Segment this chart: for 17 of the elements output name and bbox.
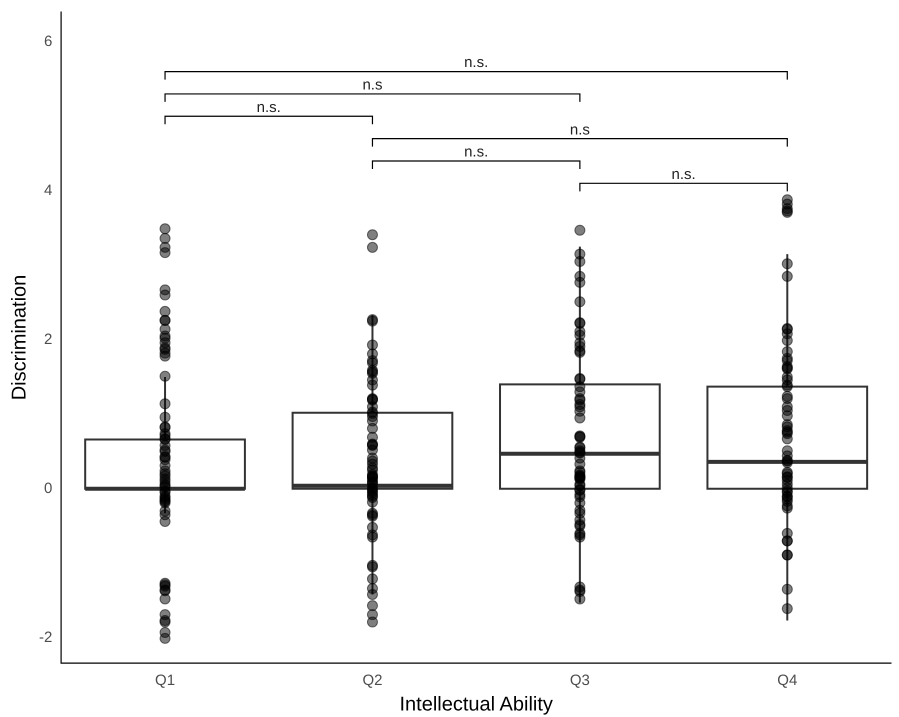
y-tick-label: 4 [44, 182, 52, 199]
annotation: n.s. [464, 54, 488, 72]
x-tick-label: Q1 [155, 672, 176, 690]
y-tick-label: -2 [38, 628, 52, 646]
x-tick-label: Q2 [362, 672, 382, 690]
x-tick-label: Q3 [570, 672, 590, 690]
x-tick-label: Q4 [777, 672, 798, 690]
y-axis-title: Discrimination [8, 274, 31, 400]
y-tick-label: 2 [44, 330, 52, 348]
annotation: n.s. [671, 166, 696, 183]
annotation: n.s. [256, 98, 281, 116]
annotation: n.s [362, 76, 382, 94]
annotation: n.s. [464, 144, 488, 161]
y-tick-label: 0 [44, 480, 52, 497]
annotation: n.s [570, 121, 590, 138]
x-axis-title: Intellectual Ability [399, 694, 553, 716]
y-tick-label: 6 [44, 32, 52, 50]
